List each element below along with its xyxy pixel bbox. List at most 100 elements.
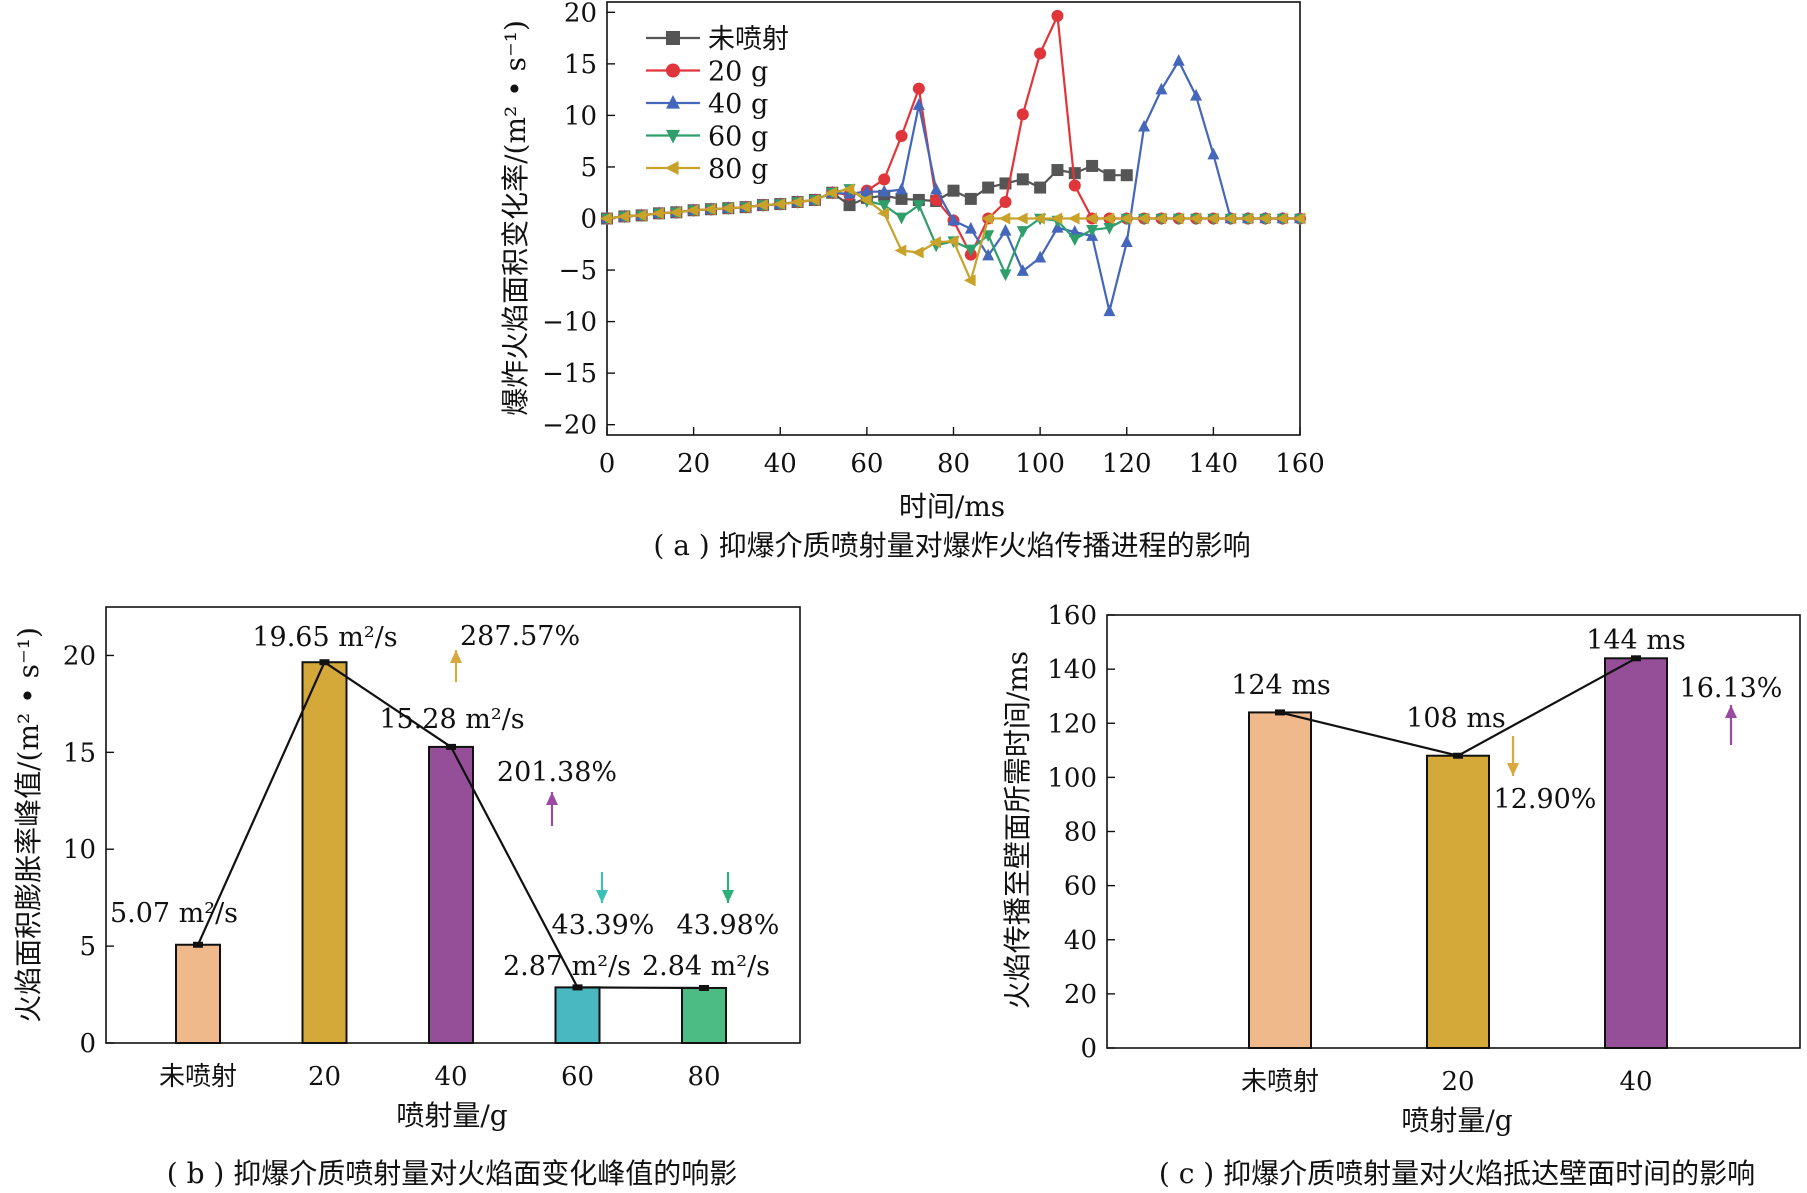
legend-label: 60 g (708, 122, 768, 153)
data-point (895, 212, 908, 225)
bar (681, 986, 727, 1044)
change-arrow (722, 872, 734, 903)
bar (301, 661, 348, 1045)
bar (1604, 657, 1668, 1049)
x-axis-label: 时间/ms (899, 490, 1005, 523)
y-axis-label: 火焰面积膨胀率峰值/(m² • s⁻¹) (12, 627, 45, 1023)
data-point (756, 199, 768, 212)
data-point (1190, 88, 1203, 101)
y-tick-label: 5 (580, 153, 597, 183)
data-point (1258, 212, 1271, 225)
data-label: 108 ms (1406, 703, 1506, 734)
data-point (1120, 169, 1133, 182)
data-point (894, 244, 907, 257)
x-tick-label: 未喷射 (1241, 1067, 1319, 1097)
data-point (1068, 167, 1081, 180)
data-point (1015, 212, 1028, 225)
y-axis-label: 火焰传播至壁面所需时间/ms (1001, 651, 1034, 1009)
x-axis-label: 喷射量/g (1401, 1104, 1512, 1137)
data-label: 15.28 m²/s (379, 704, 524, 735)
data-point (738, 201, 751, 214)
bar (175, 943, 221, 1044)
data-point (1103, 169, 1116, 182)
legend-marker (666, 31, 680, 45)
data-point (981, 212, 993, 225)
data-point (877, 207, 889, 220)
data-point (878, 200, 891, 212)
x-tick-label: 0 (599, 449, 616, 479)
data-label: 2.84 m²/s (642, 951, 770, 982)
x-tick-label: 120 (1102, 449, 1152, 479)
data-point (1016, 108, 1029, 121)
y-tick-label: 15 (63, 738, 96, 768)
data-point (1033, 212, 1045, 225)
y-axis-label: 爆炸火焰面积变化率/(m² • s⁻¹) (499, 20, 532, 416)
data-point (964, 192, 977, 205)
data-point (912, 200, 925, 212)
y-tick-label: 60 (1064, 872, 1097, 902)
data-point (998, 212, 1011, 225)
data-point (1086, 159, 1099, 172)
data-point (843, 199, 856, 212)
y-tick-label: 100 (1047, 763, 1097, 793)
data-point (699, 984, 709, 991)
data-point (1189, 212, 1201, 225)
data-point (808, 193, 820, 206)
data-point (964, 244, 977, 257)
y-tick-label: 140 (1047, 655, 1097, 685)
data-point (1103, 304, 1116, 317)
change-percent: 287.57% (460, 621, 580, 652)
legend-label: 未喷射 (708, 24, 789, 55)
data-point (842, 183, 855, 196)
data-point (1034, 250, 1047, 263)
data-point (572, 984, 583, 991)
x-tick-label: 未喷射 (159, 1062, 237, 1092)
y-tick-label: −10 (542, 308, 597, 338)
y-tick-label: 10 (63, 835, 96, 865)
data-point (1016, 173, 1029, 186)
y-tick-label: 20 (1064, 980, 1097, 1010)
data-point (930, 182, 943, 195)
data-point (721, 202, 734, 215)
data-point (704, 203, 716, 216)
data-point (1016, 226, 1029, 238)
change-arrow-head (1725, 705, 1737, 718)
x-tick-label: 60 (561, 1062, 594, 1092)
x-tick-label: 20 (1441, 1067, 1474, 1097)
data-point (1171, 212, 1184, 225)
data-label: 2.87 m²/s (503, 951, 631, 982)
data-point (652, 207, 664, 220)
legend-label: 40 g (708, 89, 768, 120)
y-tick-label: 20 (564, 0, 597, 28)
x-tick-label: 40 (764, 449, 797, 479)
data-point (1102, 212, 1115, 225)
data-point (446, 743, 456, 750)
data-point (963, 274, 976, 287)
y-tick-label: 0 (79, 1029, 96, 1059)
data-point (912, 82, 925, 95)
y-tick-label: 20 (63, 641, 96, 671)
panel-b-bar-chart: 0 5 10 15 20 未喷射 20 40 60 80 5.07 m²/s 19.65 m²/s 15… (12, 606, 801, 1190)
change-arrow (1725, 705, 1737, 745)
y-tick-label: 15 (564, 50, 597, 80)
y-tick-label: 120 (1047, 709, 1097, 739)
change-arrow (450, 650, 462, 682)
series-4 (600, 183, 1305, 287)
data-point (825, 186, 838, 199)
data-point (1138, 119, 1151, 132)
x-tick-label: 40 (1619, 1067, 1652, 1097)
data-point (1275, 709, 1285, 716)
data-point (1103, 222, 1116, 235)
data-point (634, 209, 647, 222)
change-percent: 16.13% (1680, 673, 1783, 704)
change-percent: 43.98% (677, 910, 780, 941)
y-tick-label: 80 (1064, 818, 1097, 848)
data-point (964, 221, 977, 234)
series-line (606, 187, 1300, 276)
data-point (1068, 234, 1081, 247)
data-point (1034, 47, 1047, 60)
data-point (1631, 655, 1641, 662)
caption: ( a ) 抑爆介质喷射量对爆炸火焰传播进程的影响 (653, 529, 1250, 562)
panel-c-bar-chart: 0 20 40 60 80 100 120 140 160 未喷射 20 40 124 ms 108 ms… (1001, 601, 1801, 1190)
